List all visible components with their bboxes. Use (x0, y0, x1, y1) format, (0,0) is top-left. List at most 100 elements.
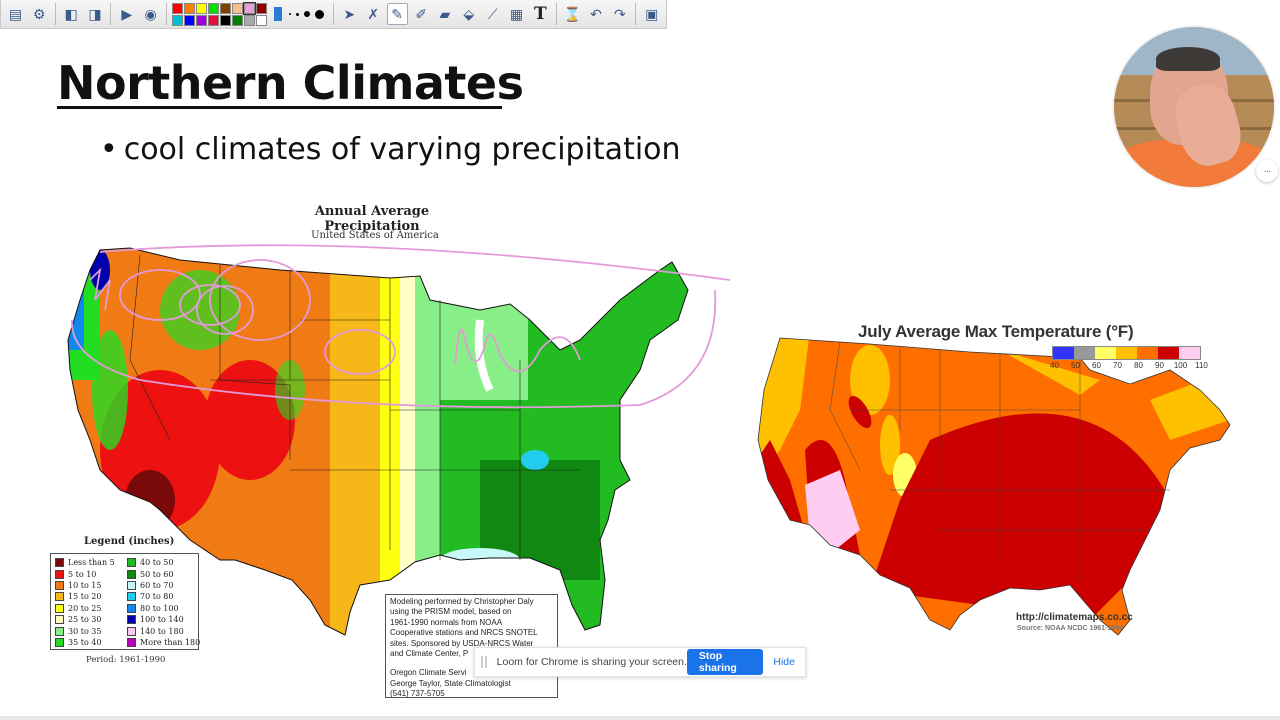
color-swatch[interactable] (196, 14, 208, 26)
july-temperature-map (757, 337, 1231, 636)
pen-icon: ✎ (391, 5, 404, 22)
legend-swatch (127, 558, 136, 568)
legend-label: 40 to 50 (140, 558, 174, 568)
highlighter-button[interactable]: ✐ (411, 3, 432, 25)
pen-size-slider[interactable] (274, 7, 283, 21)
color-swatch[interactable] (256, 2, 268, 14)
color-swatch[interactable] (184, 14, 196, 26)
menu-icon: ▣ (645, 5, 659, 22)
menu-button[interactable]: ▣ (641, 3, 662, 25)
fill-bucket-button[interactable]: ⬙ (458, 3, 479, 25)
toolbar-divider (54, 3, 56, 25)
legend-label: 140 to 180 (140, 626, 184, 636)
legend-swatch (127, 580, 136, 590)
pointer-button[interactable]: ➤ (339, 3, 360, 25)
pen-size-option[interactable] (289, 13, 292, 15)
eraser-button[interactable]: ▰ (435, 3, 456, 25)
color-swatch[interactable] (232, 14, 244, 26)
legend-swatch (127, 592, 136, 602)
desktop-settings-button[interactable]: ⚙ (29, 3, 50, 25)
color-swatch[interactable] (208, 14, 220, 26)
hide-button[interactable]: Hide (773, 656, 795, 668)
scale-swatch (1179, 347, 1200, 359)
legend-swatch (55, 569, 64, 579)
title-underline (57, 106, 502, 109)
precip-map-subtitle: United States of America (311, 230, 439, 241)
color-swatch[interactable] (243, 1, 257, 15)
play-button[interactable]: ▶ (116, 3, 137, 25)
color-swatch[interactable] (184, 2, 196, 14)
legend-label: 20 to 25 (68, 603, 102, 613)
credit-line: sites. Sponsored by USDA-NRCS Water (390, 638, 534, 648)
text-tool-button[interactable]: T (530, 3, 551, 25)
highlighter-icon: ✐ (415, 5, 427, 22)
toolbar-divider (555, 3, 557, 25)
legend-item: 15 to 20 (55, 591, 127, 602)
open-file-button[interactable]: ▤ (5, 3, 26, 25)
scale-tick: 60 (1092, 361, 1101, 370)
drag-handle-icon[interactable] (481, 656, 487, 668)
legend-item: 10 to 15 (55, 580, 127, 591)
color-swatch[interactable] (220, 2, 232, 14)
clear-button[interactable]: ⌛ (562, 3, 583, 25)
color-swatch[interactable] (172, 14, 184, 26)
pen-size-option[interactable] (304, 11, 311, 17)
legend-swatch (55, 615, 64, 625)
legend-item: 100 to 140 (127, 614, 199, 625)
color-swatch[interactable] (208, 2, 220, 14)
clapperboard-icon: ▦ (509, 5, 524, 22)
color-swatch[interactable] (256, 14, 268, 26)
legend-label: 100 to 140 (140, 615, 184, 625)
color-swatch[interactable] (196, 2, 208, 14)
clapperboard-button[interactable]: ▦ (506, 3, 527, 25)
pen-size-option[interactable] (296, 12, 300, 16)
clear-icon: ⌛ (563, 5, 581, 22)
line-tool-button[interactable]: ⟋ (482, 3, 503, 25)
text-tool-icon: T (534, 4, 547, 24)
toolbar-divider (333, 3, 334, 25)
bullet-point: • cool climates of varying precipitation (100, 132, 681, 167)
scale-tick: 50 (1071, 361, 1080, 370)
next-page-button[interactable]: ◨ (85, 3, 106, 25)
legend-period: Period: 1961-1990 (86, 655, 166, 665)
legend-item: Less than 5 (55, 557, 127, 568)
legend-item: 140 to 180 (127, 625, 199, 636)
legend-swatch (127, 603, 136, 613)
legend-swatch (55, 558, 64, 568)
scale-tick: 90 (1155, 361, 1164, 370)
previous-page-button[interactable]: ◧ (61, 3, 82, 25)
legend-swatch (55, 592, 64, 602)
legend-swatch (127, 615, 136, 625)
slide-title: Northern Climates (57, 56, 524, 110)
pen-size-option[interactable] (315, 9, 325, 19)
temp-scale-ticks: 40 50 60 70 80 90 100 110 (1044, 361, 1212, 370)
tools-button[interactable]: ✗ (363, 3, 384, 25)
undo-button[interactable]: ↶ (586, 3, 607, 25)
fill-bucket-icon: ⬙ (463, 5, 475, 22)
color-palette (172, 1, 268, 26)
legend-item: 60 to 70 (127, 580, 199, 591)
scale-tick: 40 (1050, 361, 1059, 370)
scale-tick: 70 (1113, 361, 1122, 370)
webcam-more-options-button[interactable]: ··· (1256, 160, 1278, 182)
legend-label: 80 to 100 (140, 603, 179, 613)
previous-page-icon: ◧ (64, 5, 78, 22)
legend-item: 25 to 30 (55, 614, 127, 625)
credit-line: George Taylor, State Climatologist (390, 678, 511, 688)
desktop-settings-icon: ⚙ (33, 5, 46, 22)
temp-map-title: July Average Max Temperature (°F) (858, 322, 1134, 341)
pen-button[interactable]: ✎ (386, 3, 408, 25)
credit-line: and Climate Center, P (390, 649, 469, 659)
redo-button[interactable]: ↷ (609, 3, 630, 25)
legend-swatch (55, 637, 64, 647)
scale-tick: 100 (1173, 361, 1188, 370)
toolbar-divider (110, 3, 112, 25)
color-swatch[interactable] (172, 2, 184, 14)
webcam-bubble[interactable] (1114, 27, 1274, 187)
legend-label: 60 to 70 (140, 580, 174, 590)
color-swatch[interactable] (232, 2, 244, 14)
color-swatch[interactable] (244, 14, 256, 26)
stop-sharing-button[interactable]: Stop sharing (686, 649, 764, 675)
globe-button[interactable]: ◉ (140, 3, 161, 25)
color-swatch[interactable] (220, 14, 232, 26)
